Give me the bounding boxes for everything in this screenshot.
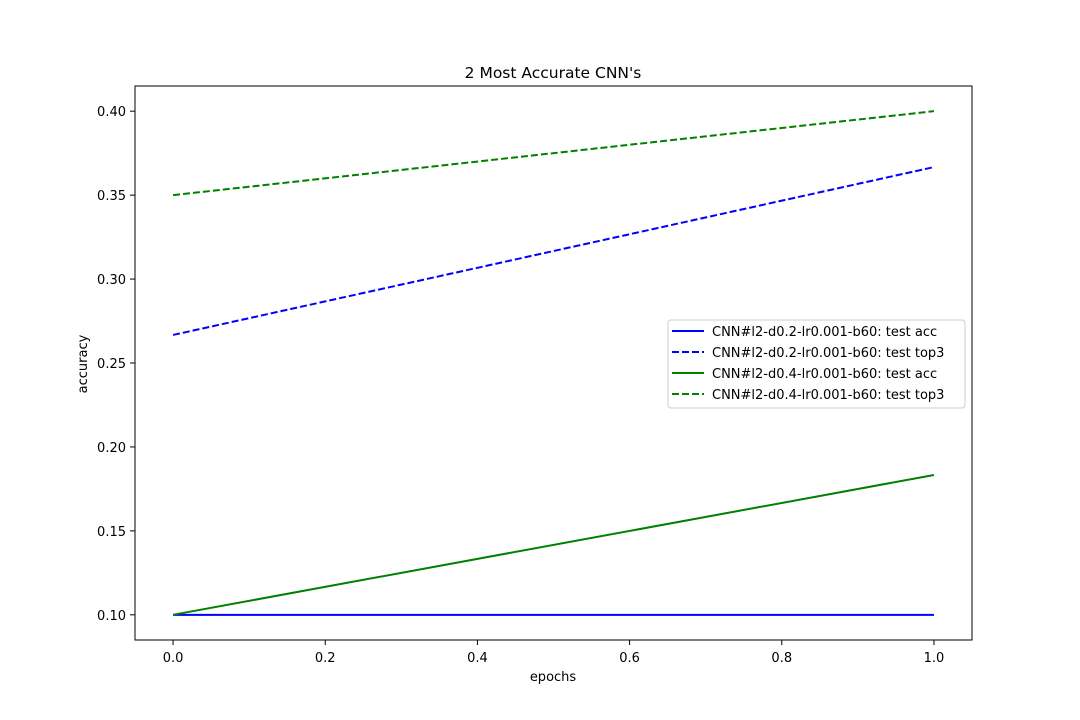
x-tick-label: 0.4 bbox=[467, 651, 488, 666]
x-tick-label: 1.0 bbox=[924, 651, 945, 666]
y-tick-label: 0.15 bbox=[97, 525, 126, 540]
y-tick-label: 0.25 bbox=[97, 357, 126, 372]
series-line-4 bbox=[172, 110, 935, 197]
x-tick-label: 0.8 bbox=[771, 651, 792, 666]
chart-title: 2 Most Accurate CNN's bbox=[465, 64, 642, 82]
legend-label-1: CNN#l2-d0.2-lr0.001-b60: test acc bbox=[712, 325, 937, 340]
x-tick-label: 0.0 bbox=[163, 651, 184, 666]
y-tick-label: 0.10 bbox=[97, 609, 126, 624]
plot-marks bbox=[172, 110, 935, 616]
legend: CNN#l2-d0.2-lr0.001-b60: test acc CNN#l2-… bbox=[667, 319, 966, 409]
x-tick-label: 0.6 bbox=[619, 651, 640, 666]
series-line-3 bbox=[172, 473, 935, 616]
y-tick-label: 0.30 bbox=[97, 273, 126, 288]
plot-frame bbox=[134, 85, 973, 641]
x-axis-title: epochs bbox=[530, 670, 577, 685]
y-axis-title: accuracy bbox=[76, 334, 91, 393]
legend-label-4: CNN#l2-d0.4-lr0.001-b60: test top3 bbox=[712, 388, 944, 403]
y-tick-label: 0.20 bbox=[97, 441, 126, 456]
y-tick-label: 0.35 bbox=[97, 189, 126, 204]
x-tick-label: 0.2 bbox=[315, 651, 336, 666]
axis-ticks: 0.0 0.2 0.4 0.6 0.8 1.0 0.10 0.15 0.20 0.25 0.30 0.… bbox=[97, 105, 944, 666]
legend-label-2: CNN#l2-d0.2-lr0.001-b60: test top3 bbox=[712, 346, 944, 361]
y-tick-label: 0.40 bbox=[97, 105, 126, 120]
legend-box bbox=[667, 319, 966, 409]
legend-label-3: CNN#l2-d0.4-lr0.001-b60: test acc bbox=[712, 367, 937, 382]
